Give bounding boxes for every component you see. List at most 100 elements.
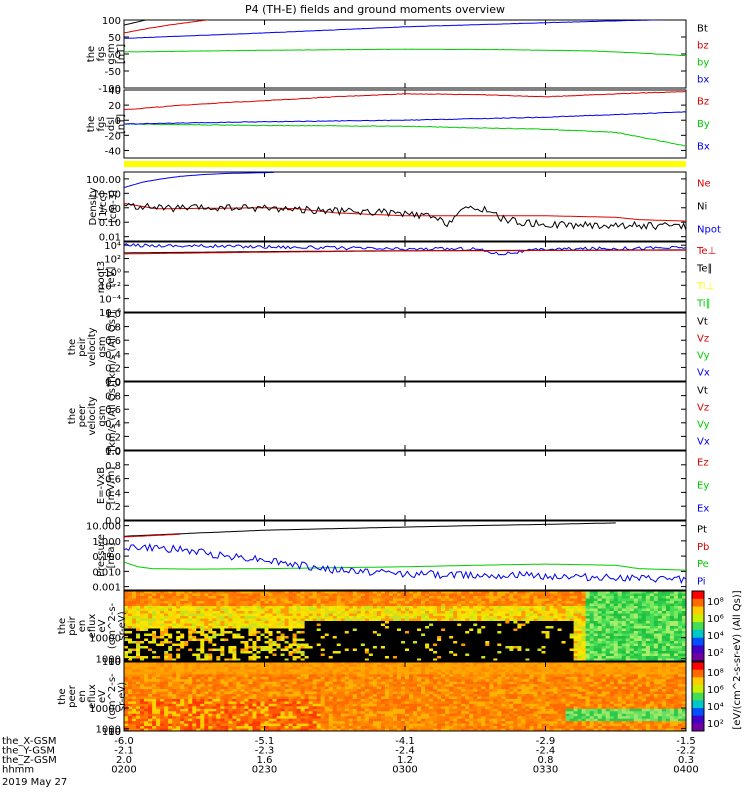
colorbar-cell bbox=[692, 685, 704, 694]
x-row-value: -6.0 bbox=[114, 736, 134, 747]
x-row-value: -5.1 bbox=[255, 736, 275, 747]
legend-Bz: Bz bbox=[697, 96, 709, 107]
colorbar-cell bbox=[692, 700, 704, 709]
legend-Vx: Vx bbox=[697, 368, 710, 379]
flag-bar bbox=[124, 161, 686, 167]
colorbar-cell bbox=[692, 622, 704, 631]
y-tick-label: 0.01 bbox=[99, 233, 121, 244]
y-tick-label: 0.4 bbox=[105, 488, 121, 499]
y-tick-label: 10.000 bbox=[86, 522, 121, 533]
series-Npot bbox=[124, 172, 274, 189]
y-tick-label: 0.4 bbox=[105, 350, 121, 361]
panel-flag-bar bbox=[124, 161, 686, 167]
y-label-line: [cm-3] bbox=[108, 190, 119, 223]
series-Bt bbox=[124, 20, 149, 26]
legend-Vz: Vz bbox=[697, 403, 709, 414]
y-label-line: en bbox=[77, 620, 88, 633]
y-label-line: [nT] bbox=[116, 44, 127, 64]
series-by bbox=[124, 48, 686, 88]
y-label-line: moqt3 bbox=[96, 261, 107, 294]
axes-frame bbox=[123, 381, 687, 451]
y-label-line: eV bbox=[97, 690, 108, 703]
y-label-line: (cm^2-s- bbox=[107, 602, 118, 649]
y-tick-label: 0.010 bbox=[92, 567, 121, 578]
x-row-label: hhmm bbox=[2, 765, 34, 776]
y-label-line: Pressure bbox=[96, 534, 107, 577]
legend-Ti⊥: Ti⊥ bbox=[696, 281, 714, 292]
y-label-line: the bbox=[67, 408, 78, 424]
y-tick-label: 10000 bbox=[89, 704, 121, 715]
y-label-line: Density bbox=[88, 187, 99, 225]
x-row-value: 1.2 bbox=[397, 755, 413, 766]
legend-Ex: Ex bbox=[697, 504, 709, 515]
y-label-line: fgs bbox=[96, 46, 107, 61]
panel-fgs-dsl: 40 20 0 -20 -40 the fgs dsl [nT] Bz By Bx bbox=[86, 86, 710, 159]
y-label-line: (cm^2-s- bbox=[107, 673, 118, 720]
legend-bz: bz bbox=[697, 41, 709, 52]
y-label-line: E=-VxB bbox=[96, 467, 107, 504]
y-axis-label: the peir velocity gsm [km/s (All Qs)] bbox=[67, 311, 118, 383]
y-tick-label: 10² bbox=[104, 255, 121, 266]
y-label-line: peir bbox=[67, 615, 78, 635]
x-row-value: -4.1 bbox=[395, 736, 415, 747]
y-label-line: the bbox=[67, 339, 78, 355]
series-Bz bbox=[124, 91, 686, 111]
y-axis-label: the fgs gsm [nT] bbox=[86, 43, 127, 64]
y-label-line: sr-eV) bbox=[117, 682, 128, 711]
y-tick-label: 100 bbox=[102, 657, 121, 668]
axes-frame bbox=[123, 450, 687, 521]
y-axis-label: Density [1/cc] [cm-3] bbox=[88, 187, 119, 225]
colorbar-tick-label: 10⁴ bbox=[707, 702, 724, 713]
y-tick-label: 100.00 bbox=[86, 175, 121, 186]
colorbar-cell bbox=[692, 653, 704, 662]
legend-Ti∥: Ti∥ bbox=[696, 298, 711, 309]
y-tick-label: 0 bbox=[115, 116, 121, 127]
colorbar-cell bbox=[692, 669, 704, 678]
y-tick-label: 0.0 bbox=[105, 516, 121, 527]
colorbar-frame bbox=[691, 590, 705, 662]
series-Ni bbox=[124, 202, 686, 231]
y-tick-label: 20 bbox=[108, 101, 121, 112]
x-row-value: -1.5 bbox=[676, 736, 696, 747]
x-row-label: the_Z-GSM bbox=[2, 755, 57, 766]
y-tick-label: 10⁴ bbox=[104, 241, 121, 252]
y-label-line: [nT] bbox=[116, 114, 127, 134]
colorbar-cell bbox=[692, 614, 704, 623]
x-row-value: 0300 bbox=[392, 765, 417, 776]
legend-Te⊥: Te⊥ bbox=[696, 246, 716, 257]
x-row-value: -2.4 bbox=[536, 746, 556, 757]
colorbar-cell bbox=[692, 708, 704, 717]
series-Pt bbox=[124, 522, 616, 537]
y-label-line: peir bbox=[77, 336, 88, 356]
heatmap-cells bbox=[124, 591, 687, 662]
y-axis-label: the peir en eflux eV (cm^2-s-sr-eV) bbox=[57, 602, 128, 649]
y-label-line: the bbox=[57, 618, 68, 634]
y-tick-label: 0.6 bbox=[105, 475, 121, 486]
x-row-value: -2.4 bbox=[395, 746, 415, 757]
y-label-line: the bbox=[57, 688, 68, 704]
colorbar-cell bbox=[692, 606, 704, 615]
y-label-line: gsm bbox=[97, 336, 108, 357]
y-tick-label: 0.2 bbox=[105, 502, 121, 513]
y-tick-label: 10 bbox=[108, 657, 121, 668]
y-axis-label: E=-VxB [mV/m] bbox=[96, 467, 117, 505]
colorbar-tick-label: 10⁶ bbox=[707, 685, 724, 696]
legend-Vy: Vy bbox=[697, 420, 710, 431]
y-tick-label: 10⁻² bbox=[99, 281, 121, 292]
colorbar-tick-label: 10² bbox=[707, 648, 724, 659]
y-label-line: the bbox=[86, 116, 97, 132]
legend-Vy: Vy bbox=[697, 351, 710, 362]
legend-Pi: Pi bbox=[697, 576, 706, 587]
y-tick-label: 0.8 bbox=[105, 461, 121, 472]
y-label-line: the bbox=[86, 46, 97, 62]
legend-Pt: Pt bbox=[697, 525, 707, 536]
y-tick-label: 1000 bbox=[96, 655, 121, 666]
y-label-line: [mV/m] bbox=[106, 467, 117, 505]
legend-Vx: Vx bbox=[697, 437, 710, 448]
x-row-value: -2.1 bbox=[114, 746, 134, 757]
heatmap-cells bbox=[124, 662, 687, 732]
x-row-value: 2.0 bbox=[116, 755, 132, 766]
